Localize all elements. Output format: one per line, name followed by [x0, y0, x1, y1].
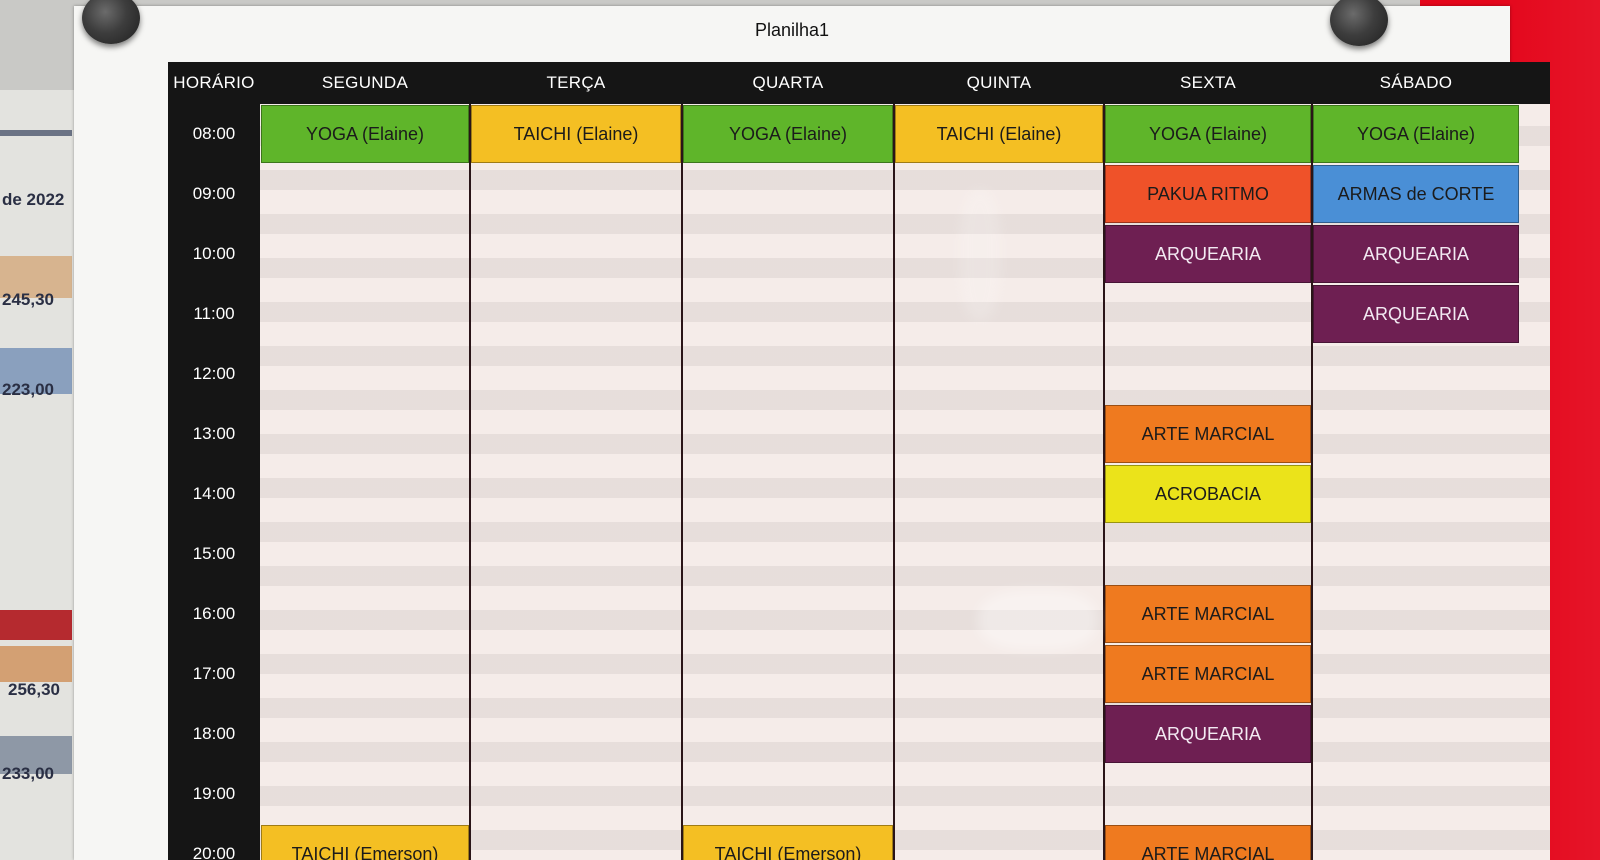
activity-cell: ARQUEARIA	[1105, 225, 1311, 283]
light-glare	[978, 590, 1098, 650]
activity-cell: ARQUEARIA	[1313, 225, 1519, 283]
time-label: 15:00	[192, 544, 236, 563]
time-label: 08:00	[192, 124, 236, 143]
time-label: 20:00	[192, 844, 236, 860]
column-header-ter: TERÇA	[546, 73, 606, 92]
activity-cell: TAICHI (Elaine)	[895, 105, 1103, 163]
activity-cell: YOGA (Elaine)	[261, 105, 469, 163]
time-label: 14:00	[192, 484, 236, 503]
column-header-sex: SEXTA	[1180, 73, 1236, 92]
time-label: 18:00	[192, 724, 236, 743]
column-header-qua: QUARTA	[752, 73, 824, 92]
light-glare	[960, 190, 1000, 320]
activity-cell: TAICHI (Emerson)	[261, 825, 469, 860]
column-header-time: HORÁRIO	[173, 73, 255, 92]
pushpin-right	[1330, 0, 1388, 46]
activity-cell: ACROBACIA	[1105, 465, 1311, 523]
activity-cell: TAICHI (Emerson)	[683, 825, 893, 860]
column-divider	[469, 104, 471, 860]
background-spreadsheet: de 2022 245,30 223,00 256,30 233,00	[0, 90, 78, 860]
activity-cell: ARQUEARIA	[1313, 285, 1519, 343]
schedule-grid: HORÁRIO SEGUNDA TERÇA QUARTA QUINTA SEXTA SÁBA…	[168, 62, 1550, 860]
sheet-stripe	[0, 130, 72, 136]
column-divider	[1103, 104, 1105, 860]
activity-cell: ARTE MARCIAL	[1105, 585, 1311, 643]
activity-cell: ARTE MARCIAL	[1105, 825, 1311, 860]
sheet-band-blue	[0, 348, 72, 394]
activity-cell: ARTE MARCIAL	[1105, 405, 1311, 463]
sheet-band-red	[0, 610, 72, 640]
column-divider	[1311, 104, 1313, 860]
column-header-seg: SEGUNDA	[321, 73, 409, 92]
activity-cell: ARMAS de CORTE	[1313, 165, 1519, 223]
column-header-qui: QUINTA	[966, 73, 1032, 92]
sheet-value-1: 245,30	[2, 290, 54, 309]
activity-cell: ARTE MARCIAL	[1105, 645, 1311, 703]
sheet-text-year: de 2022	[2, 190, 65, 209]
activity-cell: YOGA (Elaine)	[683, 105, 893, 163]
sheet-band-tan	[0, 256, 72, 298]
column-divider	[893, 104, 895, 860]
sheet-value-3: 256,30	[8, 680, 60, 699]
column-header-sab: SÁBADO	[1379, 73, 1453, 92]
activity-cell: TAICHI (Elaine)	[471, 105, 681, 163]
sheet-value-2: 223,00	[2, 380, 54, 399]
time-label: 10:00	[192, 244, 236, 263]
time-label: 11:00	[193, 304, 235, 323]
sheet-title: Planilha1	[754, 20, 830, 40]
activity-cell: PAKUA RITMO	[1105, 165, 1311, 223]
time-label: 16:00	[192, 604, 236, 623]
sheet-band-orange	[0, 646, 72, 682]
time-label: 19:00	[192, 784, 236, 803]
sheet-value-4: 233,00	[2, 764, 54, 783]
column-divider	[681, 104, 683, 860]
schedule-paper: Planilha1 HORÁRIO SEGUNDA TERÇA QUARTA QUINT…	[74, 6, 1550, 860]
time-label: 12:00	[192, 364, 236, 383]
sheet-band-grey	[0, 736, 72, 774]
activity-cell: ARQUEARIA	[1105, 705, 1311, 763]
time-label: 17:00	[192, 664, 236, 683]
pushpin-left	[82, 0, 140, 44]
time-label: 09:00	[192, 184, 236, 203]
activity-cell: YOGA (Elaine)	[1313, 105, 1519, 163]
time-label: 13:00	[192, 424, 236, 443]
activity-cell: YOGA (Elaine)	[1105, 105, 1311, 163]
